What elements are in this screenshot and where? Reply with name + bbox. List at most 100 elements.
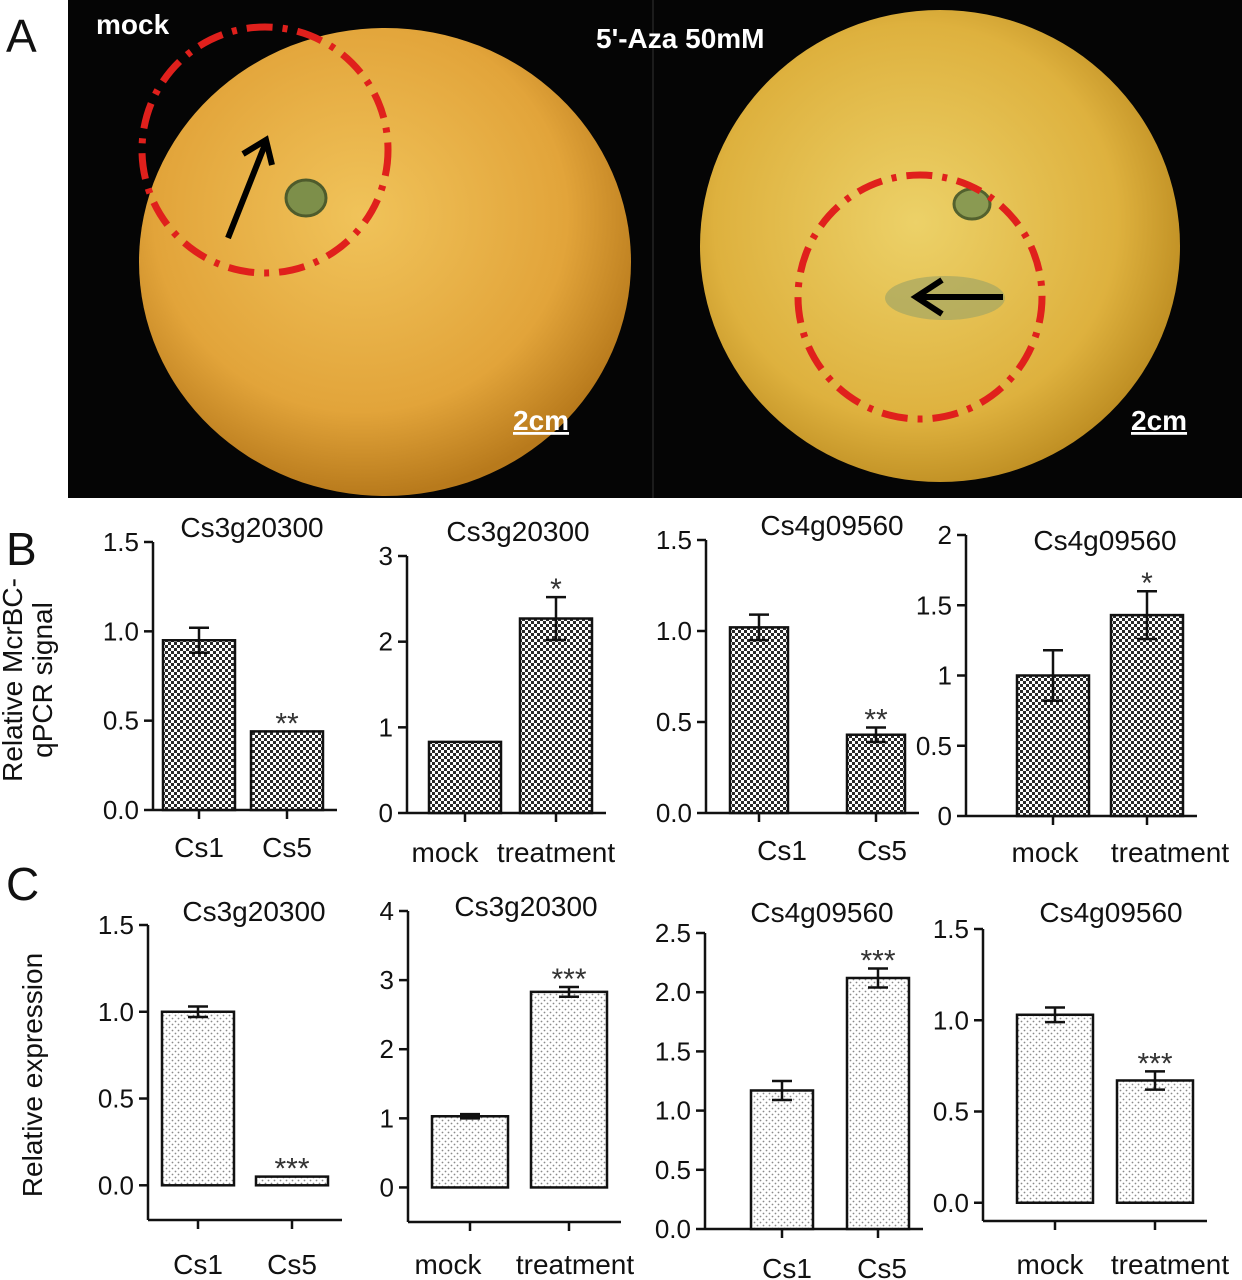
chart-8-title: Cs4g09560 (1039, 897, 1182, 928)
panel-label-b: B (6, 523, 37, 575)
treated-dashed-circle (794, 171, 1046, 423)
chart-4-category-label: mock (1012, 837, 1080, 868)
chart-1-significance: ** (275, 707, 299, 740)
treated-arrow-head (910, 277, 944, 317)
chart-5-bar-1 (160, 1010, 236, 1187)
chart-6-ytick-label: 2 (380, 1034, 394, 1064)
chart-4-ytick-label: 0.5 (916, 731, 952, 761)
photo-panel: mock 2cm 5'-Aza 50mM 2cm (68, 0, 1242, 498)
chart-6-ytick-label: 4 (380, 896, 394, 926)
chart-2-title: Cs3g20300 (446, 516, 589, 547)
chart-5-title: Cs3g20300 (182, 896, 325, 927)
chart-1-bar-2 (249, 730, 325, 812)
chart-1-bar-1 (161, 639, 237, 812)
chart-2-ytick-label: 2 (379, 627, 393, 657)
chart-4-ytick-label: 1.5 (916, 590, 952, 620)
chart-3-category-label: Cs5 (857, 835, 907, 866)
mock-label: mock (96, 9, 170, 40)
chart-6-category-label: treatment (516, 1249, 634, 1280)
chart-7-category-label: Cs1 (762, 1253, 812, 1280)
chart-5-ytick-label: 0.5 (98, 1084, 134, 1114)
chart-3-ytick-label: 0.5 (656, 707, 692, 737)
chart-2-category-label: treatment (497, 837, 615, 868)
chart-7-bar-2 (845, 976, 911, 1231)
chart-5-ytick-label: 0.0 (98, 1170, 134, 1200)
chart-8-category-label: treatment (1111, 1249, 1229, 1280)
mock-dashed-circle (138, 23, 392, 277)
chart-3-significance: ** (864, 703, 888, 736)
chart-8-ytick-label: 1.0 (933, 1005, 969, 1035)
chart-3-ytick-label: 0.0 (656, 798, 692, 828)
chart-4-title: Cs4g09560 (1033, 525, 1176, 556)
chart-2-bar-1 (427, 740, 503, 815)
chart-5-category-label: Cs5 (267, 1249, 317, 1280)
mock-arrow-head (241, 135, 275, 166)
chart-6-ytick-label: 1 (380, 1103, 394, 1133)
chart-2-ytick-label: 0 (379, 798, 393, 828)
chart-7-ytick-label: 2.5 (655, 918, 691, 948)
chart-3-category-label: Cs1 (757, 835, 807, 866)
row-b-ylabel-line2: qPCR signal (27, 602, 58, 758)
chart-1-ytick-label: 0.5 (103, 706, 139, 736)
panel-label-a: A (6, 10, 37, 62)
chart-7-ytick-label: 1.5 (655, 1036, 691, 1066)
mock-fruit-stem (284, 178, 328, 218)
chart-8-ytick-label: 1.5 (933, 914, 969, 944)
panel-label-c: C (6, 858, 39, 910)
treated-fruit-stem (952, 187, 992, 221)
chart-6-title: Cs3g20300 (454, 891, 597, 922)
treated-scale-bar-label: 2cm (1131, 405, 1187, 436)
chart-2-category-label: mock (412, 837, 480, 868)
mock-arrow-shaft (225, 140, 269, 240)
chart-1-category-label: Cs1 (174, 832, 224, 863)
chart-6-significance: *** (551, 963, 586, 996)
chart-1-ytick-label: 1.5 (103, 527, 139, 557)
chart-1-ytick-label: 1.0 (103, 616, 139, 646)
chart-6-bar-1 (430, 1115, 510, 1189)
chart-3-bar-2 (845, 733, 907, 815)
chart-7-ytick-label: 2.0 (655, 977, 691, 1007)
treatment-label: 5'-Aza 50mM (596, 23, 765, 54)
chart-5-ytick-label: 1.5 (98, 910, 134, 940)
chart-8-category-label: mock (1017, 1249, 1085, 1280)
chart-7-significance: *** (860, 945, 895, 978)
treated-fruit (700, 10, 1180, 482)
chart-4-ytick-label: 2 (938, 520, 952, 550)
chart-3-title: Cs4g09560 (760, 510, 903, 541)
chart-1-category-label: Cs5 (262, 832, 312, 863)
chart-7-category-label: Cs5 (857, 1253, 907, 1280)
charts: Cs3g203000.00.51.01.5Cs1**Cs5Cs3g2030001… (98, 510, 1230, 1280)
chart-4-significance: * (1141, 567, 1153, 600)
chart-4-bar-2 (1109, 613, 1185, 818)
mock-scale-bar-label: 2cm (513, 405, 569, 436)
chart-1-title: Cs3g20300 (180, 512, 323, 543)
chart-3-ytick-label: 1.0 (656, 616, 692, 646)
chart-7-title: Cs4g09560 (750, 897, 893, 928)
chart-7-ytick-label: 0.5 (655, 1155, 691, 1185)
chart-3-ytick-label: 1.5 (656, 525, 692, 555)
chart-8-ytick-label: 0.0 (933, 1188, 969, 1218)
chart-2-ytick-label: 3 (379, 541, 393, 571)
chart-6-ytick-label: 0 (380, 1172, 394, 1202)
chart-4-category-label: treatment (1111, 837, 1229, 868)
chart-4-ytick-label: 0 (938, 801, 952, 831)
chart-6-ytick-label: 3 (380, 965, 394, 995)
chart-7-ytick-label: 1.0 (655, 1096, 691, 1126)
row-c-ylabel: Relative expression (17, 953, 48, 1197)
chart-1-ytick-label: 0.0 (103, 795, 139, 825)
chart-8-significance: *** (1137, 1047, 1172, 1080)
chart-5-significance: *** (274, 1153, 309, 1186)
chart-5-category-label: Cs1 (173, 1249, 223, 1280)
chart-8-ytick-label: 0.5 (933, 1097, 969, 1127)
chart-8-bar-2 (1115, 1079, 1195, 1204)
chart-7-ytick-label: 0.0 (655, 1214, 691, 1244)
chart-6-bar-2 (529, 990, 609, 1189)
chart-2-ytick-label: 1 (379, 712, 393, 742)
chart-6-category-label: mock (415, 1249, 483, 1280)
chart-2-significance: * (550, 573, 562, 606)
chart-7-bar-1 (749, 1089, 815, 1231)
chart-5-bar-2 (254, 1175, 330, 1187)
chart-8-bar-1 (1015, 1013, 1095, 1205)
chart-4-ytick-label: 1 (938, 661, 952, 691)
